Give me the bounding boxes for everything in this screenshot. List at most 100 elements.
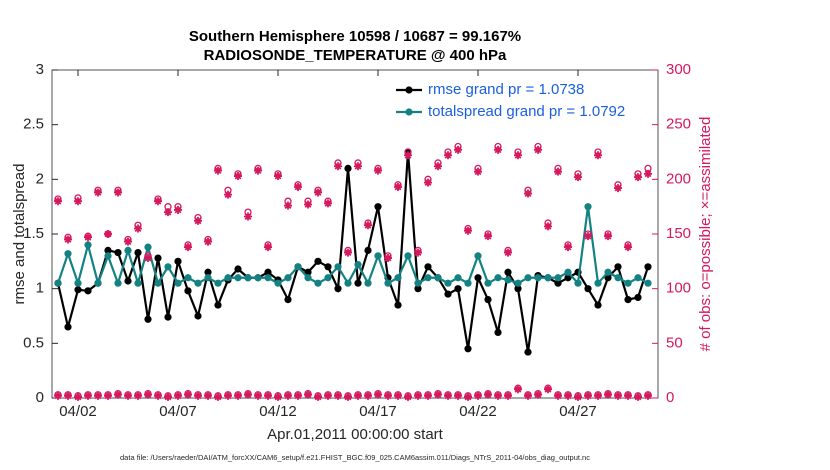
obs-assimilated [304, 200, 312, 209]
obs-assimilated [64, 391, 72, 400]
point [264, 274, 272, 282]
x-tick-label: 04/17 [359, 403, 397, 420]
obs-assimilated [304, 390, 312, 399]
point [134, 248, 142, 257]
obs-assimilated [244, 390, 252, 399]
y-tick-label: 3 [36, 61, 44, 78]
obs-assimilated [394, 391, 402, 400]
y2-tick-label: 200 [666, 170, 691, 187]
obs-assimilated [164, 392, 172, 401]
point [194, 279, 202, 287]
point [214, 301, 222, 309]
point [524, 274, 532, 282]
point [334, 263, 342, 271]
obs-assimilated [164, 208, 172, 217]
point [394, 301, 402, 309]
legend-marker [405, 86, 413, 94]
obs-assimilated [74, 392, 82, 401]
obs-assimilated [234, 172, 242, 181]
point [394, 274, 402, 282]
y2-axis-label: # of obs: o=possible; ×=assimilated [697, 117, 714, 352]
point [584, 285, 592, 293]
point [614, 274, 622, 282]
obs-assimilated [294, 391, 302, 400]
point [224, 274, 232, 282]
obs-assimilated [184, 243, 192, 252]
point [324, 274, 332, 282]
obs-assimilated [404, 392, 412, 401]
obs-assimilated [484, 232, 492, 241]
point [514, 285, 522, 293]
obs-assimilated [624, 243, 632, 252]
obs-assimilated [534, 390, 542, 399]
point [184, 287, 192, 295]
obs-assimilated [294, 182, 302, 191]
point [144, 315, 152, 323]
obs-assimilated [104, 230, 112, 238]
y-axis-label: rmse and totalspread [11, 164, 28, 305]
point [254, 274, 262, 282]
point [284, 296, 292, 304]
obs-assimilated [624, 391, 632, 400]
obs-assimilated [344, 392, 352, 401]
point [464, 345, 472, 353]
obs-assimilated [474, 167, 482, 176]
point [634, 274, 642, 282]
point [444, 279, 452, 287]
y2-tick-label: 0 [666, 389, 674, 406]
obs-assimilated [594, 151, 602, 160]
obs-assimilated [114, 188, 122, 197]
point [304, 268, 312, 276]
obs-assimilated [284, 391, 292, 400]
point [504, 276, 512, 284]
obs-assimilated [534, 145, 542, 154]
obs-assimilated [584, 232, 592, 241]
obs-assimilated [554, 391, 562, 400]
obs-assimilated [194, 216, 202, 225]
point [594, 301, 602, 309]
point [474, 252, 482, 260]
point [284, 274, 292, 282]
point [454, 285, 462, 293]
y2-tick-label: 250 [666, 116, 691, 133]
point [614, 263, 622, 271]
x-tick-label: 04/12 [259, 403, 297, 420]
point [644, 279, 652, 287]
obs-assimilated [194, 391, 202, 400]
obs-assimilated [94, 188, 102, 197]
point [314, 257, 322, 265]
point [154, 254, 162, 262]
obs-assimilated [514, 385, 522, 394]
point [524, 348, 532, 356]
obs-assimilated [574, 173, 582, 182]
obs-assimilated [274, 172, 282, 181]
point [344, 279, 352, 287]
obs-assimilated [344, 248, 352, 257]
point [234, 274, 242, 282]
obs-assimilated [554, 167, 562, 176]
point [364, 279, 372, 287]
obs-assimilated [74, 197, 82, 206]
point [214, 279, 222, 287]
obs-assimilated [504, 248, 512, 257]
point [424, 274, 432, 282]
y2-tick-label: 150 [666, 225, 691, 242]
y-tick-label: 2 [36, 170, 44, 187]
point [424, 263, 432, 271]
obs-assimilated [134, 224, 142, 233]
obs-assimilated [334, 162, 342, 171]
point [354, 279, 362, 287]
point [514, 279, 522, 287]
obs-assimilated [54, 391, 62, 400]
point [624, 296, 632, 304]
obs-assimilated [184, 390, 192, 399]
y-tick-label: 1 [36, 280, 44, 297]
point [434, 274, 442, 282]
point [274, 279, 282, 287]
chart-subtitle: RADIOSONDE_TEMPERATURE @ 400 hPa [204, 47, 507, 64]
obs-assimilated [434, 390, 442, 399]
obs-assimilated [414, 391, 422, 400]
point [334, 285, 342, 293]
x-tick-label: 04/22 [459, 403, 497, 420]
obs-assimilated [644, 391, 652, 400]
